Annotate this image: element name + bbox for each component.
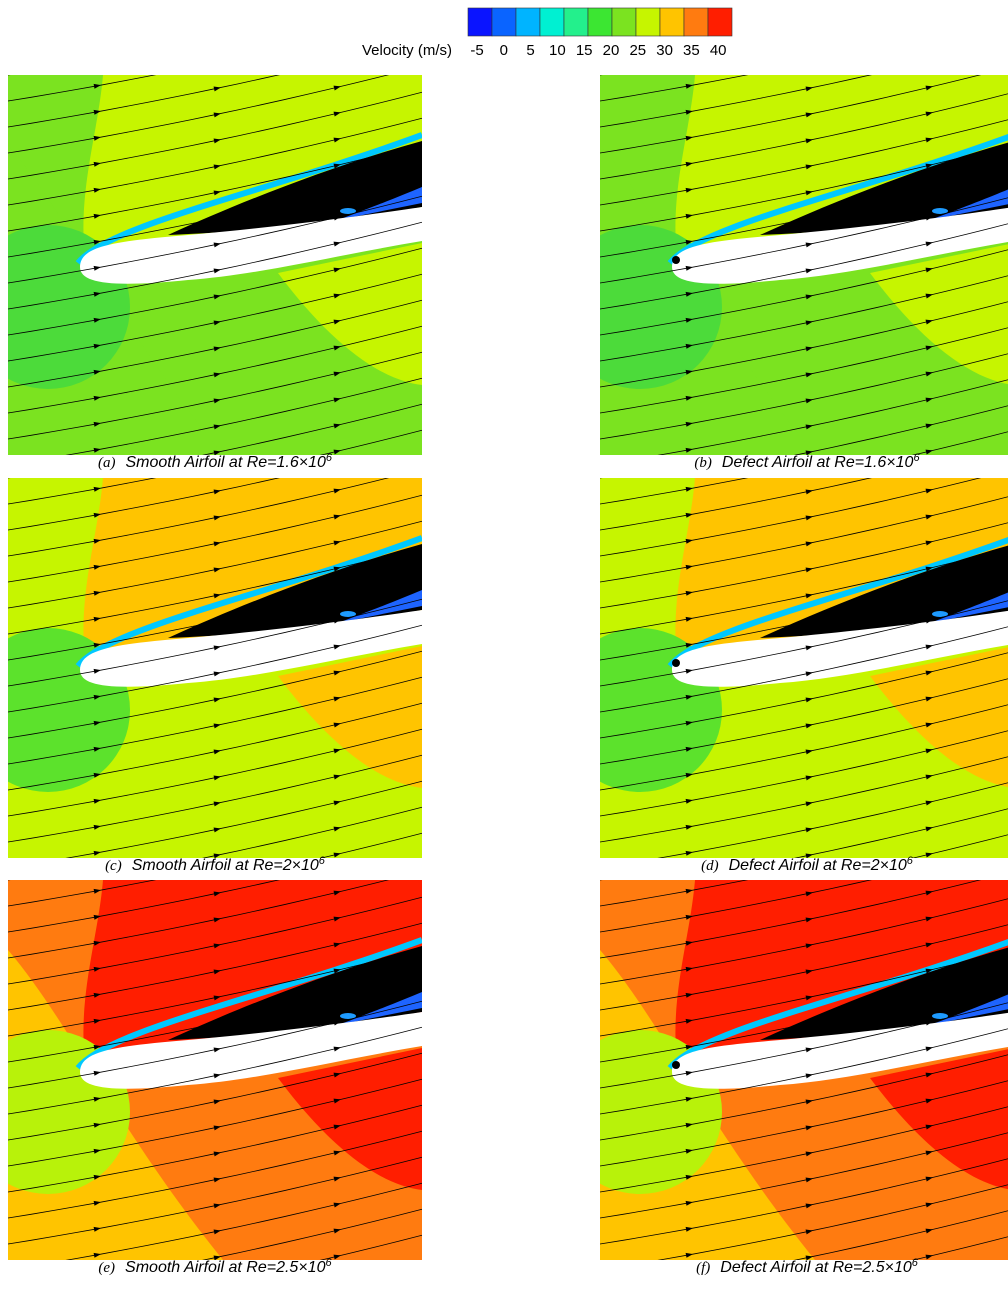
panel-caption: (f) Defect Airfoil at Re=2.5×106 <box>696 1257 919 1276</box>
colorbar-tick: 20 <box>603 42 620 59</box>
streamline-arrow <box>94 862 102 868</box>
streamline-arrow <box>926 58 934 64</box>
defect <box>672 256 680 264</box>
contour-panel <box>558 0 1008 517</box>
caption-text: Smooth Airfoil at Re=2×10 <box>132 857 319 874</box>
streamline-arrow <box>334 461 342 467</box>
colorbar-swatch <box>660 8 684 36</box>
caption-text: Defect Airfoil at Re=2×10 <box>729 857 907 874</box>
colorbar-tick: 10 <box>549 42 566 59</box>
streamline-arrow <box>806 33 814 39</box>
caption-exponent: 6 <box>912 1257 919 1269</box>
streamline-arrow <box>94 473 102 479</box>
streamline-arrow <box>94 57 102 63</box>
panel-caption: (c) Smooth Airfoil at Re=2×106 <box>105 855 326 874</box>
streamline-arrow <box>686 862 694 868</box>
colorbar-tick: 40 <box>710 42 727 59</box>
streamline-arrow <box>806 7 814 13</box>
streamline-arrow <box>334 6 342 12</box>
colorbar-swatch <box>468 8 492 36</box>
colorbar-swatch <box>516 8 540 36</box>
colorbar-tick: 25 <box>629 42 646 59</box>
streamline-arrow <box>214 1280 222 1286</box>
streamline-arrow <box>926 863 934 869</box>
streamline-arrow <box>94 31 102 37</box>
defect <box>672 659 680 667</box>
page: Velocity (m/s) -5 0 5 10 15 20 25 30 35 40 (a) Smoo… <box>0 0 1008 1300</box>
streamline-arrow <box>334 58 342 64</box>
caption-letter: (b) <box>694 455 712 471</box>
caption-exponent: 6 <box>319 855 326 867</box>
panel-caption: (b) Defect Airfoil at Re=1.6×106 <box>694 452 920 471</box>
streamline-arrow <box>214 33 222 39</box>
caption-letter: (d) <box>701 858 719 874</box>
colorbar-swatch <box>588 8 612 36</box>
colorbar-tick: 35 <box>683 42 700 59</box>
caption-text: Defect Airfoil at Re=2.5×10 <box>720 1259 912 1276</box>
colorbar-tick: 0 <box>500 42 508 59</box>
colorbar-swatch <box>540 8 564 36</box>
panel-caption: (d) Defect Airfoil at Re=2×106 <box>701 855 914 874</box>
caption-text: Smooth Airfoil at Re=1.6×10 <box>125 454 326 471</box>
caption-exponent: 6 <box>325 1257 332 1269</box>
caption-text: Defect Airfoil at Re=1.6×10 <box>722 454 914 471</box>
streamline-arrow <box>214 7 222 13</box>
streamline-arrow <box>806 1280 814 1286</box>
caption-letter: (c) <box>105 858 122 874</box>
caption-text: Smooth Airfoil at Re=2.5×10 <box>125 1259 326 1276</box>
streamline-arrow <box>926 6 934 12</box>
caption-exponent: 6 <box>326 452 333 464</box>
colorbar-tick: -5 <box>470 42 483 59</box>
streamline-arrow <box>334 32 342 38</box>
caption-exponent: 6 <box>907 855 914 867</box>
streamline-arrow <box>686 460 694 466</box>
streamline <box>8 0 422 49</box>
panel-caption: (e) Smooth Airfoil at Re=2.5×106 <box>98 1257 332 1276</box>
colorbar-tick: 5 <box>526 42 534 59</box>
colorbar-swatch <box>636 8 660 36</box>
streamline-arrow <box>806 59 814 65</box>
streamline-arrow <box>686 473 694 479</box>
caption-letter: (a) <box>98 455 116 471</box>
streamline-arrow <box>686 1278 694 1284</box>
caption-letter: (e) <box>98 1260 115 1276</box>
colorbar-swatch <box>564 8 588 36</box>
streamline-arrow <box>94 1278 102 1284</box>
colorbar-swatch <box>708 8 732 36</box>
caption-letter: (f) <box>696 1260 710 1276</box>
streamline-arrow <box>926 461 934 467</box>
colorbar-swatch <box>684 8 708 36</box>
panel-caption: (a) Smooth Airfoil at Re=1.6×106 <box>98 452 333 471</box>
defect <box>672 1061 680 1069</box>
colorbar-swatch <box>492 8 516 36</box>
streamline-arrow <box>214 59 222 65</box>
colorbar-label: Velocity (m/s) <box>362 42 452 59</box>
streamline <box>8 0 422 23</box>
colorbar-swatch <box>612 8 636 36</box>
streamline-arrow <box>94 5 102 11</box>
colorbar-tick: 15 <box>576 42 593 59</box>
figure: Velocity (m/s) -5 0 5 10 15 20 25 30 35 40 (a) Smoo… <box>0 0 1008 1300</box>
streamline-arrow <box>926 32 934 38</box>
colorbar-tick: 30 <box>656 42 673 59</box>
caption-exponent: 6 <box>913 452 920 464</box>
streamline-arrow <box>334 863 342 869</box>
contour-panel <box>0 0 422 517</box>
streamline <box>8 0 422 75</box>
